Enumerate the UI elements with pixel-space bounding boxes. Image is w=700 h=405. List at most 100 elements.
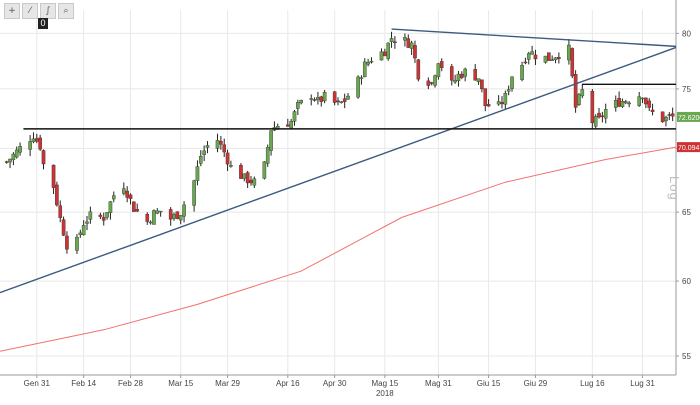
candle-body bbox=[41, 150, 46, 165]
candle-body bbox=[132, 201, 136, 212]
candle-body bbox=[346, 95, 350, 100]
candle-body bbox=[38, 137, 42, 150]
x-tick-label: Giu 15 bbox=[477, 379, 501, 388]
candle-body bbox=[242, 173, 247, 179]
candle-body bbox=[456, 73, 461, 81]
candle-body bbox=[14, 149, 19, 158]
candle-body bbox=[319, 96, 324, 102]
candle-body bbox=[309, 98, 314, 100]
candle-body bbox=[500, 102, 504, 104]
last-price-tag-box bbox=[677, 111, 700, 122]
candle-body bbox=[198, 155, 203, 164]
candle-body bbox=[81, 225, 86, 235]
candle-body bbox=[225, 152, 230, 165]
candle-body bbox=[158, 210, 163, 213]
candle-body bbox=[640, 97, 645, 100]
x-tick-label: Mar 15 bbox=[168, 379, 193, 388]
candle-body bbox=[503, 93, 508, 105]
candle-body bbox=[192, 180, 196, 206]
candle-body bbox=[262, 161, 267, 179]
candle-body bbox=[603, 109, 608, 119]
x-tick-label: Apr 16 bbox=[276, 379, 300, 388]
candle-body bbox=[175, 211, 180, 219]
candle-body bbox=[135, 209, 140, 212]
candle-body bbox=[299, 100, 303, 104]
candle-body bbox=[463, 68, 467, 77]
candle-body bbox=[406, 38, 411, 48]
candle-body bbox=[61, 219, 66, 236]
candle-body bbox=[339, 101, 344, 103]
candle-body bbox=[195, 166, 200, 181]
candle-body bbox=[480, 79, 484, 90]
candle-body bbox=[229, 165, 233, 167]
x-tick-label: Mag 15 bbox=[372, 379, 399, 388]
candle-body bbox=[182, 204, 186, 217]
candle-body bbox=[383, 51, 387, 57]
candle-body bbox=[155, 210, 160, 214]
candle-body bbox=[567, 44, 571, 61]
candle-body bbox=[413, 45, 417, 59]
candle-body bbox=[644, 97, 648, 105]
candle-body bbox=[249, 179, 253, 184]
candle-body bbox=[436, 63, 441, 78]
y-tick-label: 80 bbox=[682, 29, 691, 38]
candle-body bbox=[11, 153, 16, 160]
candle-body bbox=[35, 138, 39, 142]
candle-body bbox=[473, 69, 478, 81]
candle-body bbox=[222, 144, 227, 153]
candle-body bbox=[28, 141, 32, 150]
x-tick-label: Giu 29 bbox=[524, 379, 548, 388]
last-price-tag: 72.6200 bbox=[678, 115, 700, 122]
candle-body bbox=[650, 109, 655, 112]
candle-body bbox=[550, 59, 554, 61]
x-tick-label: Lug 16 bbox=[580, 379, 605, 388]
candle-body bbox=[526, 53, 531, 60]
candle-body bbox=[510, 76, 514, 89]
x-tick-label: Feb 28 bbox=[118, 379, 143, 388]
rising-support-line bbox=[0, 46, 677, 294]
candle-body bbox=[597, 112, 601, 118]
zoom-in-icon[interactable]: + bbox=[4, 3, 20, 19]
candle-body bbox=[647, 100, 652, 108]
x-tick-label: Apr 30 bbox=[323, 379, 347, 388]
chart-toolbar: + ⁄ ∫ ⌕ bbox=[4, 3, 74, 19]
candle-body bbox=[667, 114, 672, 116]
candle-body bbox=[483, 88, 488, 106]
edit-icon[interactable]: ⁄ bbox=[22, 3, 38, 19]
candle-body bbox=[148, 221, 153, 224]
moving-average-tag: 70.0947 bbox=[678, 145, 700, 152]
year-label: 2018 bbox=[376, 389, 394, 398]
candle-body bbox=[215, 140, 220, 149]
candle-body bbox=[366, 61, 370, 65]
candle-body bbox=[486, 104, 491, 107]
search-icon[interactable]: ⌕ bbox=[58, 3, 74, 19]
y-tick-label: 65 bbox=[682, 208, 691, 217]
candle-body bbox=[660, 111, 665, 123]
candle-body bbox=[359, 77, 364, 79]
candle-body bbox=[506, 89, 511, 92]
candle-body bbox=[637, 96, 641, 106]
candle-body bbox=[286, 124, 290, 127]
candle-body bbox=[296, 102, 300, 109]
x-tick-label: Mag 31 bbox=[425, 379, 452, 388]
candle-body bbox=[75, 236, 79, 251]
candle-body bbox=[55, 184, 59, 206]
draw-icon[interactable]: ∫ bbox=[40, 3, 56, 19]
candle-body bbox=[664, 116, 668, 122]
candle-body bbox=[590, 90, 595, 124]
candle-body bbox=[620, 100, 625, 107]
candle-body bbox=[449, 66, 454, 81]
x-tick-label: Mar 29 bbox=[215, 379, 240, 388]
candle-body bbox=[252, 178, 257, 186]
candle-body bbox=[386, 42, 390, 59]
candle-body bbox=[476, 78, 481, 82]
candle-body bbox=[580, 89, 585, 97]
candle-body bbox=[312, 99, 317, 101]
x-tick-label: Feb 14 bbox=[71, 379, 96, 388]
candle-body bbox=[543, 55, 548, 63]
candle-body bbox=[58, 205, 63, 218]
falling-resistance-line bbox=[391, 28, 677, 48]
moving-average-line bbox=[0, 146, 677, 352]
candle-body bbox=[439, 61, 444, 68]
candle-body bbox=[389, 38, 394, 42]
